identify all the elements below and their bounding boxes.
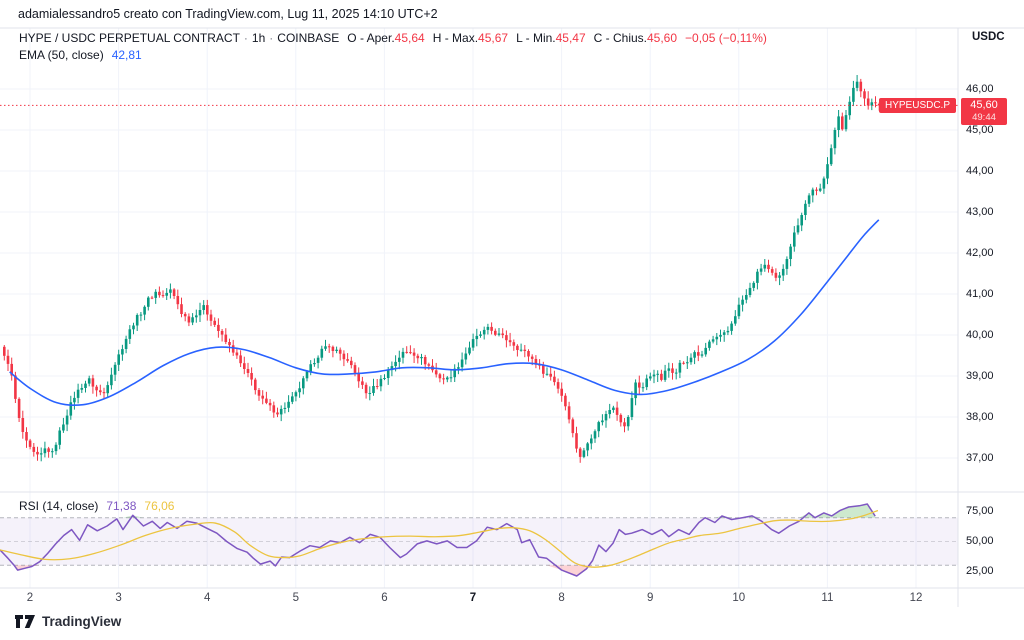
rsi-tick-label: 75,00 xyxy=(966,505,994,518)
time-tick-label: 12 xyxy=(909,592,923,604)
rsi-value: 71,38 xyxy=(106,499,137,513)
ema-value: 42,81 xyxy=(111,48,142,62)
open-label: O - Aper. xyxy=(347,31,395,45)
time-tick-label: 4 xyxy=(203,592,211,604)
rsi-tick-label: 50,00 xyxy=(966,535,994,547)
last-price-badge[interactable]: 45,60 49:44 xyxy=(961,98,1007,125)
price-tick-label: 39,00 xyxy=(966,369,994,382)
time-tick-label: 8 xyxy=(558,592,565,604)
high-label: H - Max. xyxy=(432,31,479,45)
symbol-title[interactable]: HYPE / USDC PERPETUAL CONTRACT xyxy=(19,31,240,45)
legend-symbol-row[interactable]: HYPE / USDC PERPETUAL CONTRACT · 1h · CO… xyxy=(19,31,767,45)
price-tick-label: 43,00 xyxy=(966,205,994,218)
time-tick-label: 10 xyxy=(732,592,746,604)
brand-text: TradingView xyxy=(42,614,122,629)
rsi-ma-value: 76,06 xyxy=(144,499,175,513)
open-value: 45,64 xyxy=(394,31,425,45)
close-label: C - Chius. xyxy=(593,31,647,45)
ema-label: EMA (50, close) xyxy=(19,48,104,62)
rsi-tick-label: 25,00 xyxy=(966,564,994,577)
exchange-label[interactable]: COINBASE xyxy=(277,31,340,45)
rsi-label: RSI (14, close) xyxy=(19,499,99,513)
legend-separator: · xyxy=(269,31,274,45)
time-tick-label: 3 xyxy=(115,592,122,604)
close-value: 45,60 xyxy=(647,31,678,45)
time-tick-label: 9 xyxy=(646,592,654,604)
change-value: −0,05 (−0,11%) xyxy=(685,31,767,45)
legend-ema-row[interactable]: EMA (50, close) 42,81 xyxy=(19,48,142,62)
high-value: 45,67 xyxy=(478,31,509,45)
attribution-text: adamialessandro5 creato con TradingView.… xyxy=(18,7,438,21)
low-value: 45,47 xyxy=(555,31,586,45)
price-tick-label: 38,00 xyxy=(966,410,994,423)
tradingview-brand-link[interactable]: TradingView xyxy=(14,614,121,629)
low-label: L - Min. xyxy=(516,31,556,45)
last-price-value: 45,60 xyxy=(970,99,998,111)
time-tick-label: 2 xyxy=(26,592,34,604)
price-tick-label: 40,00 xyxy=(966,328,994,341)
price-tick-label: 44,00 xyxy=(966,164,994,177)
price-tick-label: 42,00 xyxy=(966,246,994,259)
price-axis-currency-label[interactable]: USDC xyxy=(972,31,1005,43)
price-tick-label: 45,00 xyxy=(966,123,994,136)
time-tick-label: 6 xyxy=(381,592,388,604)
tradingview-logo-icon xyxy=(15,615,35,628)
price-tick-label: 46,00 xyxy=(966,82,994,95)
time-tick-label: 11 xyxy=(821,592,834,604)
time-tick-label: 5 xyxy=(292,592,299,604)
price-tick-label: 37,00 xyxy=(966,451,994,464)
legend-separator: · xyxy=(243,31,248,45)
price-tick-label: 41,00 xyxy=(966,287,994,300)
symbol-price-flag[interactable]: HYPEUSDC.P xyxy=(878,98,956,113)
legend-rsi-row[interactable]: RSI (14, close) 71,38 76,06 xyxy=(19,499,174,513)
bar-close-countdown: 49:44 xyxy=(972,112,996,123)
time-tick-label: 7 xyxy=(469,592,477,604)
interval-label[interactable]: 1h xyxy=(251,31,266,45)
